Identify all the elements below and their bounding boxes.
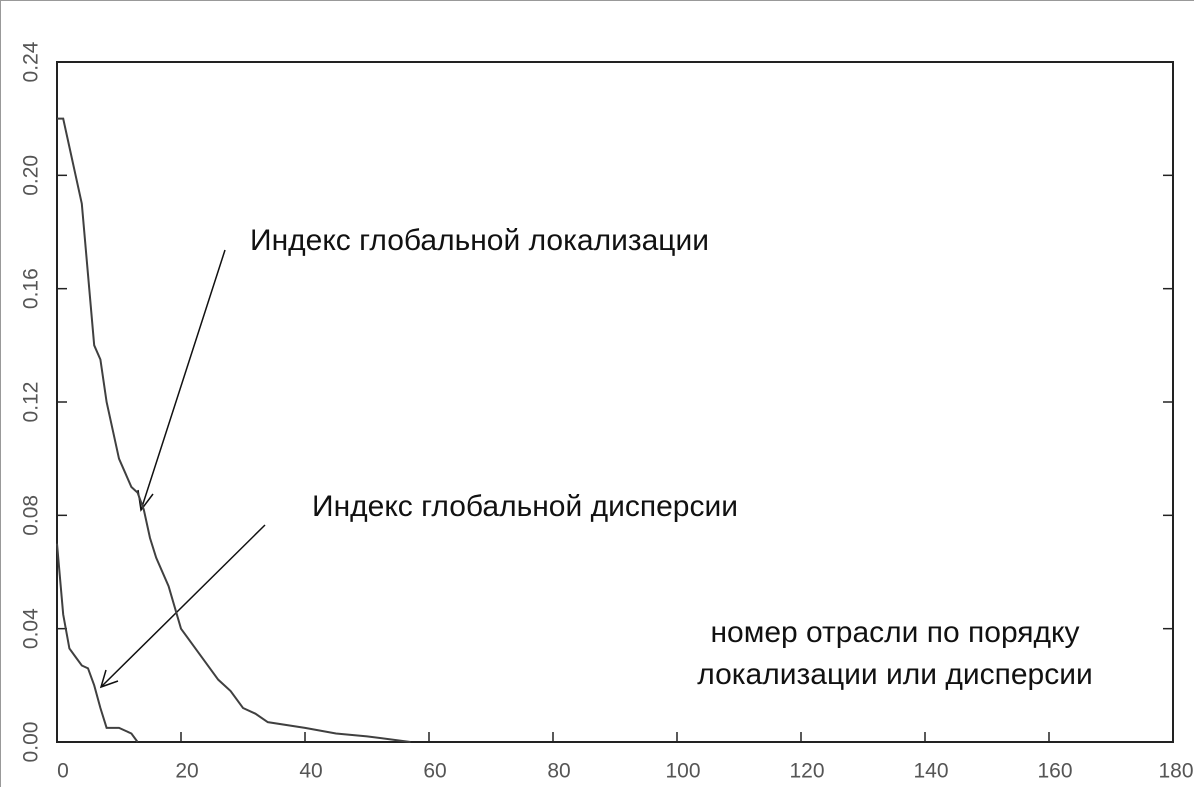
x-tick-label: 60	[423, 760, 446, 783]
y-tick-label: 0.20	[20, 155, 43, 196]
x-tick-label: 40	[299, 760, 322, 783]
x-tick-label: 180	[1158, 760, 1193, 783]
arrow-head	[99, 669, 119, 689]
x-tick-label: 20	[175, 760, 198, 783]
arrow	[100, 524, 266, 688]
series-line	[57, 117, 411, 743]
series-line	[56, 543, 139, 743]
arrow	[140, 249, 226, 511]
y-tick-label: 0.08	[20, 495, 43, 536]
y-tick-label: 0.12	[20, 382, 43, 423]
y-tick-label: 0.16	[20, 268, 43, 309]
y-tick-label: 0.00	[20, 722, 43, 763]
x-tick-label: 120	[789, 760, 824, 783]
x-axis-label: локализации или дисперсии	[697, 658, 1092, 691]
x-axis-label: номер отрасли по порядку	[710, 616, 1079, 649]
x-tick-label: 140	[913, 760, 948, 783]
annotation: Индекс глобальной локализации	[250, 224, 709, 257]
x-tick-label: 160	[1037, 760, 1072, 783]
x-tick-label: 100	[665, 760, 700, 783]
x-tick-label: 80	[547, 760, 570, 783]
y-tick-label: 0.04	[20, 608, 43, 649]
annotation: Индекс глобальной дисперсии	[312, 490, 738, 523]
x-tick-label: 0	[57, 760, 69, 783]
y-tick-label: 0.24	[20, 41, 43, 82]
